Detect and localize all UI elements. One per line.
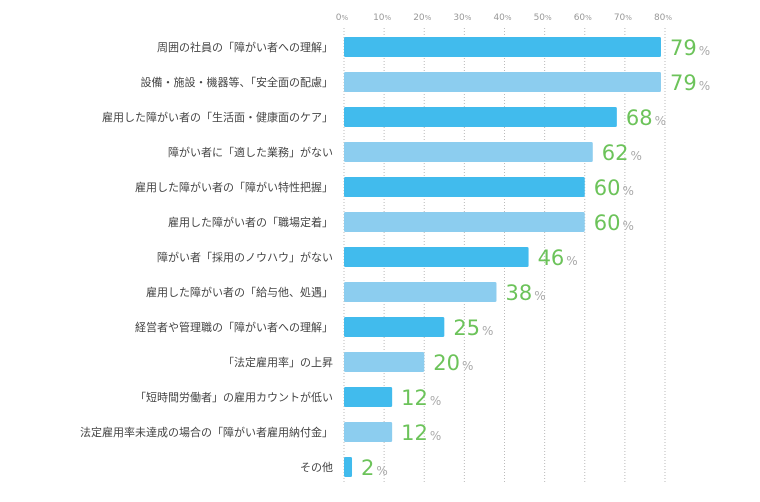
data-label-unit: % [376, 464, 387, 478]
bar [344, 142, 593, 162]
category-label: 設備・施設・機器等、「安全面の配慮」 [141, 75, 334, 89]
data-label: 46% [538, 246, 578, 270]
data-label-unit: % [655, 114, 666, 128]
data-label: 2% [361, 456, 388, 480]
category-label: 「短時間労働者」の雇用カウントが低い [135, 390, 333, 404]
data-label: 60% [594, 211, 634, 235]
data-label-unit: % [631, 149, 642, 163]
bar [344, 387, 393, 407]
bar [344, 72, 661, 92]
category-label: 障がい者「採用のノウハウ」がない [157, 250, 333, 264]
data-label: 79% [670, 71, 710, 95]
data-label-unit: % [430, 429, 441, 443]
tick-label: 0% [336, 13, 349, 23]
data-label-unit: % [430, 394, 441, 408]
tick-unit: % [465, 14, 472, 22]
tick-label: 40% [493, 13, 511, 23]
category-label: 雇用した障がい者の「職場定着」 [168, 215, 333, 229]
category-label: 経営者や管理職の「障がい者への理解」 [135, 320, 333, 334]
tick-label: 10% [373, 13, 391, 23]
category-label: 法定雇用率未達成の場合の「障がい者雇用納付金」 [80, 425, 333, 439]
tick-label: 20% [413, 13, 431, 23]
data-label: 12% [401, 386, 441, 410]
data-label: 79% [670, 36, 710, 60]
data-label: 62% [602, 141, 642, 165]
bar [344, 282, 497, 302]
tick-unit: % [545, 14, 552, 22]
tick-label: 50% [534, 13, 552, 23]
data-label: 60% [594, 176, 634, 200]
bar [344, 247, 529, 267]
bar [344, 352, 425, 372]
tick-unit: % [385, 14, 392, 22]
tick-unit: % [425, 14, 432, 22]
bar [344, 422, 393, 442]
data-label-unit: % [462, 359, 473, 373]
tick-unit: % [665, 14, 672, 22]
data-label-unit: % [699, 79, 710, 93]
data-label: 12% [401, 421, 441, 445]
tick-unit: % [342, 14, 349, 22]
data-label-unit: % [566, 254, 577, 268]
tick-label: 30% [453, 13, 471, 23]
bar [344, 177, 585, 197]
data-label: 25% [453, 316, 493, 340]
tick-label: 60% [574, 13, 592, 23]
category-label: 雇用した障がい者の「生活面・健康面のケア」 [102, 110, 333, 124]
data-label-unit: % [622, 184, 633, 198]
bar [344, 317, 445, 337]
data-label: 20% [433, 351, 473, 375]
data-label: 68% [626, 106, 666, 130]
tick-unit: % [585, 14, 592, 22]
category-label: その他 [300, 461, 333, 474]
bar [344, 212, 585, 232]
category-label: 雇用した障がい者の「給与他、処遇」 [146, 285, 333, 299]
data-label-unit: % [482, 324, 493, 338]
tick-label: 70% [614, 13, 632, 23]
data-label-unit: % [622, 219, 633, 233]
bar [344, 107, 617, 127]
bar [344, 37, 661, 57]
data-label-unit: % [534, 289, 545, 303]
tick-label: 80% [654, 13, 672, 23]
data-label: 38% [505, 281, 545, 305]
tick-unit: % [505, 14, 512, 22]
bar [344, 457, 353, 477]
tick-unit: % [625, 14, 632, 22]
category-label: 障がい者に「適した業務」がない [168, 145, 333, 159]
data-label-unit: % [699, 44, 710, 58]
category-label: 雇用した障がい者の「障がい特性把握」 [135, 180, 333, 194]
category-label: 「法定雇用率」の上昇 [223, 355, 333, 369]
category-label: 周囲の社員の「障がい者への理解」 [157, 40, 333, 54]
